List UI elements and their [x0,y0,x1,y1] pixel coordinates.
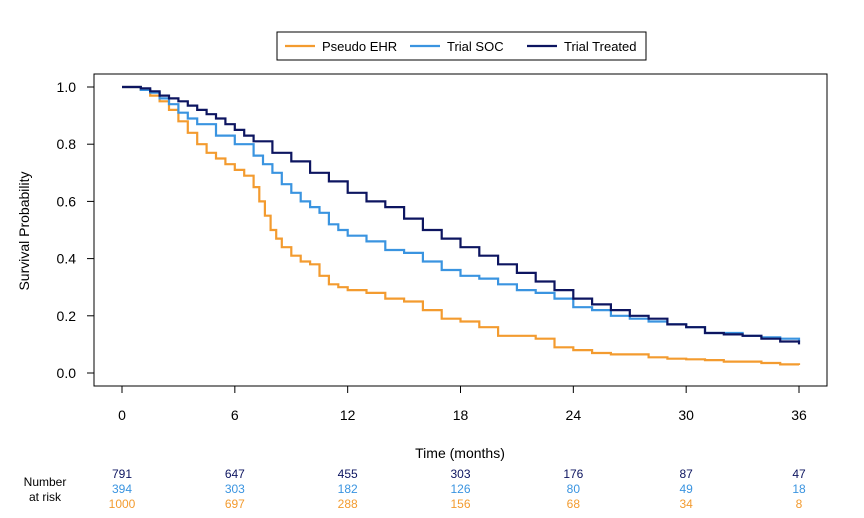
risk-count: 303 [225,482,245,496]
series-layer [122,85,801,366]
y-tick-label: 0.0 [57,365,77,381]
risk-count: 182 [338,482,358,496]
risk-count: 87 [679,467,693,481]
risk-count: 647 [225,467,245,481]
legend-entry: Trial SOC [447,39,504,54]
risk-count: 49 [679,482,693,496]
risk-table: Number at risk 791 647 455 303 176 87 47 394 303… [24,467,806,511]
y-tick-label: 0.2 [57,308,77,324]
risk-count: 394 [112,482,132,496]
series-line-trial-soc [122,85,801,342]
x-tick-label: 18 [453,407,469,423]
risk-count: 176 [563,467,583,481]
y-tick-label: 0.8 [57,136,77,152]
risk-table-label-line1: Number [24,475,67,489]
legend-frame [276,31,647,61]
x-tick-label: 12 [340,407,356,423]
risk-count: 68 [567,497,581,511]
plot-frame [93,73,828,387]
risk-count: 1000 [109,497,136,511]
risk-count: 34 [679,497,693,511]
legend-entry: Pseudo EHR [322,39,397,54]
risk-count: 8 [796,497,803,511]
risk-count: 697 [225,497,245,511]
y-axis: 0.0 0.2 0.4 0.6 0.8 1.0 [57,79,94,381]
risk-count: 80 [567,482,581,496]
legend: Pseudo EHR Trial SOC Trial Treated [276,31,647,61]
series-line-trial-treated [122,85,801,345]
x-axis: 0 6 12 18 24 30 36 [118,386,807,423]
y-axis-label: Survival Probability [16,171,32,290]
x-tick-label: 36 [791,407,807,423]
x-tick-label: 0 [118,407,126,423]
x-tick-label: 30 [678,407,694,423]
risk-count: 791 [112,467,132,481]
series-line-pseudo-ehr [122,85,801,366]
risk-count: 455 [338,467,358,481]
risk-count: 303 [450,467,470,481]
y-tick-label: 0.6 [57,193,77,209]
legend-entry: Trial Treated [564,39,637,54]
risk-count: 156 [450,497,470,511]
risk-count: 126 [450,482,470,496]
x-tick-label: 6 [231,407,239,423]
risk-count: 288 [338,497,358,511]
risk-table-label-line2: at risk [29,490,62,504]
y-tick-label: 0.4 [57,251,77,267]
risk-count: 18 [792,482,806,496]
x-tick-label: 24 [566,407,582,423]
x-axis-label: Time (months) [415,445,505,461]
y-tick-label: 1.0 [57,79,77,95]
risk-count: 47 [792,467,806,481]
